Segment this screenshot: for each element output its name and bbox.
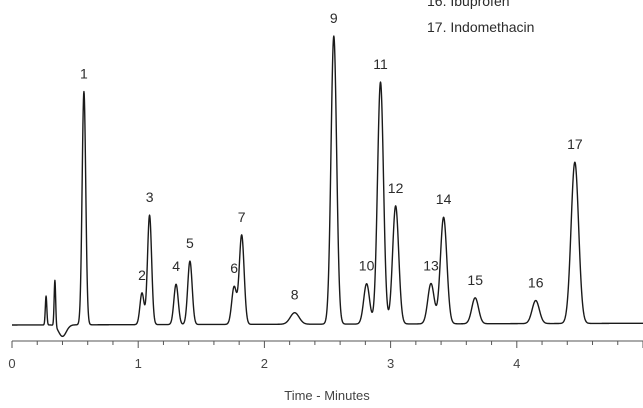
- x-axis-title: Time - Minutes: [284, 388, 370, 403]
- x-tick-label: 4: [513, 356, 520, 371]
- peak-label-5: 5: [186, 235, 194, 251]
- x-axis: 0 1 2 3 4 Time - Minutes: [8, 340, 643, 403]
- peak-label-10: 10: [359, 258, 375, 274]
- peak-label-4: 4: [172, 258, 180, 274]
- legend: 16. Ibuprofen 17. Indomethacin: [427, 0, 534, 35]
- x-tick-label: 1: [135, 356, 142, 371]
- peak-label-11: 11: [373, 56, 388, 72]
- peak-label-8: 8: [291, 287, 299, 303]
- peak-label-17: 17: [567, 136, 583, 152]
- legend-item-17: 17. Indomethacin: [427, 19, 534, 35]
- peak-label-16: 16: [528, 275, 544, 291]
- x-tick-label: 0: [8, 356, 15, 371]
- x-ticks: 0 1 2 3 4: [8, 341, 643, 371]
- peak-label-12: 12: [388, 180, 404, 196]
- chromatogram-trace: [11, 35, 643, 338]
- peak-label-9: 9: [330, 10, 338, 26]
- peak-label-7: 7: [238, 209, 246, 225]
- peak-label-1: 1: [80, 66, 88, 82]
- peak-label-15: 15: [467, 272, 483, 288]
- legend-item-16: 16. Ibuprofen: [427, 0, 510, 9]
- peak-label-13: 13: [423, 258, 439, 274]
- peak-label-6: 6: [230, 260, 238, 276]
- peak-label-2: 2: [138, 267, 146, 283]
- x-tick-label: 2: [261, 356, 268, 371]
- peak-label-3: 3: [146, 189, 154, 205]
- peak-label-14: 14: [436, 191, 452, 207]
- x-tick-label: 3: [387, 356, 394, 371]
